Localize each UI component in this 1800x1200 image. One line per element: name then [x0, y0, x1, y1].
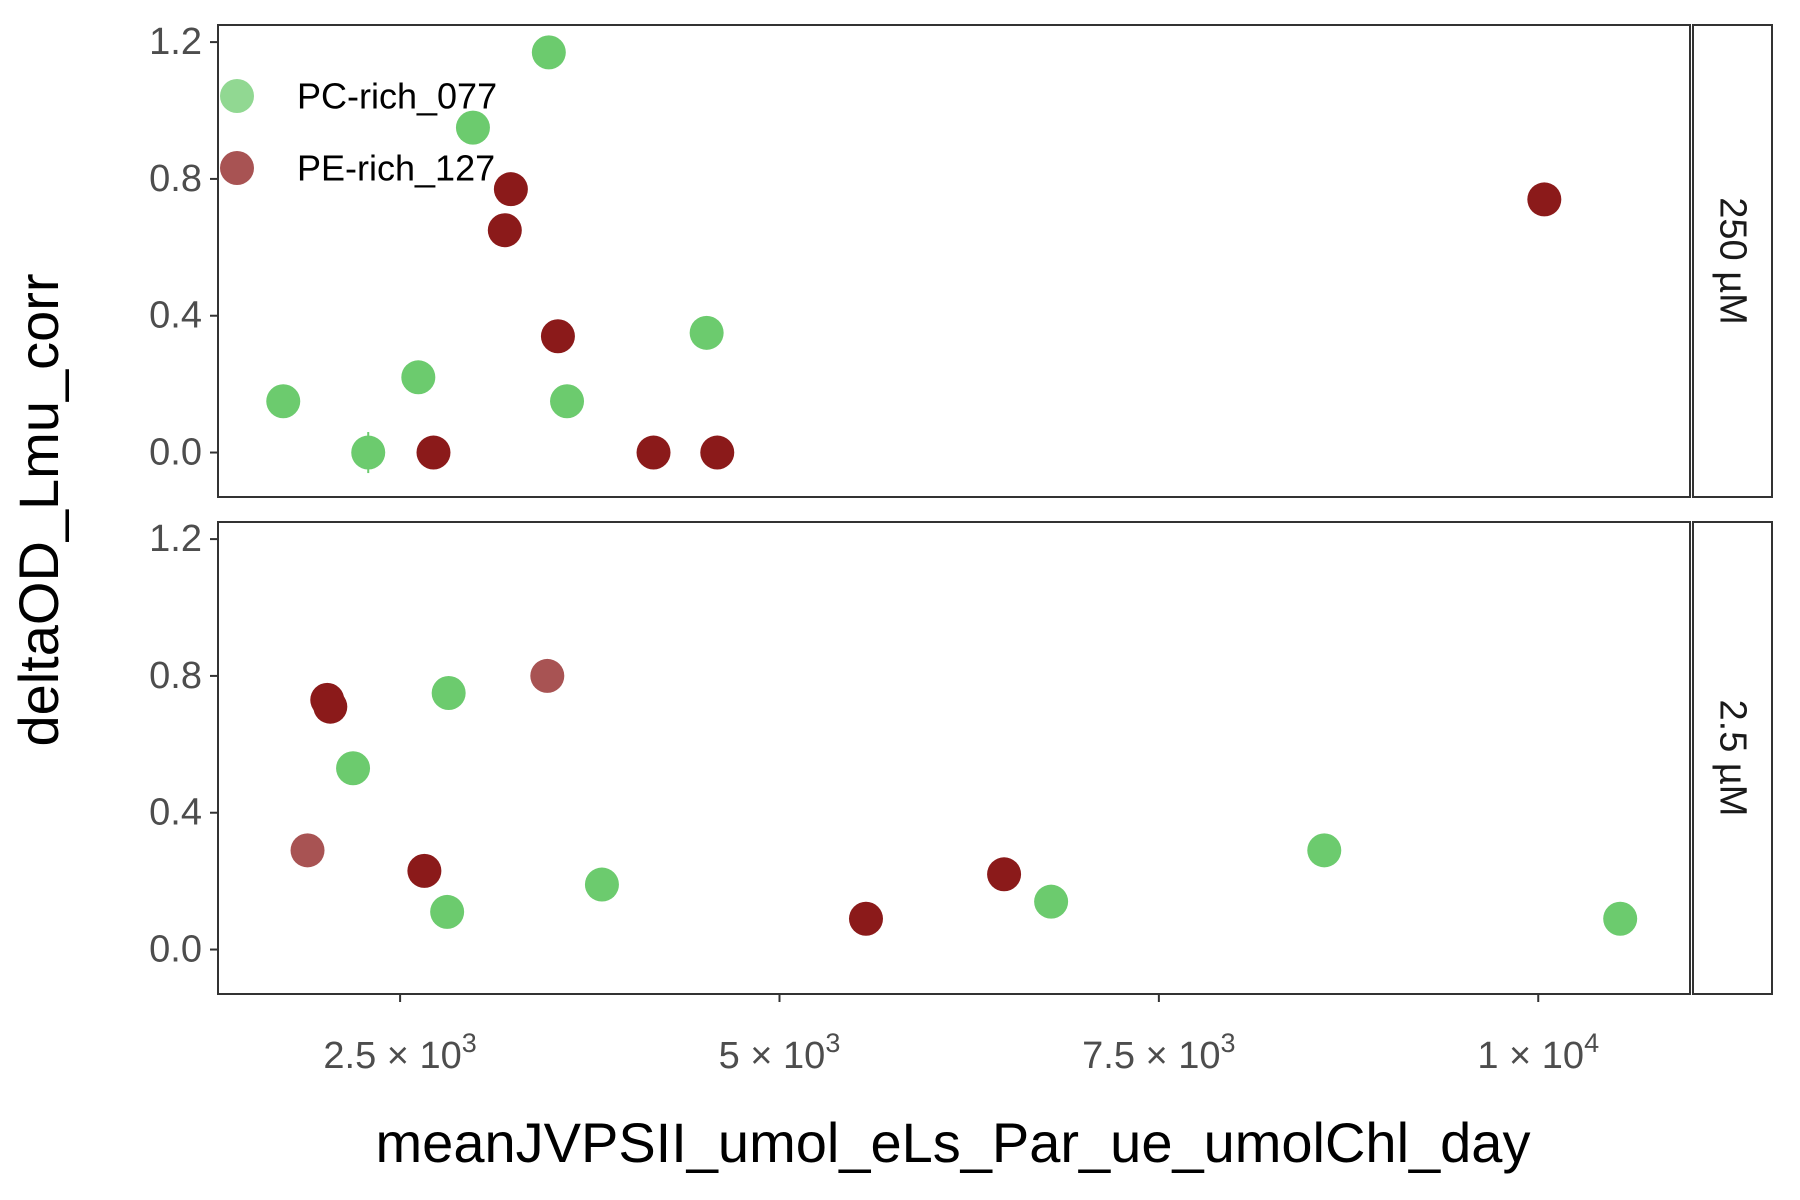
data-point — [1034, 884, 1069, 919]
data-point — [351, 435, 386, 470]
data-point — [1527, 182, 1562, 217]
x-axis-title: meanJVPSII_umol_eLs_Par_ue_umolChl_day — [376, 1111, 1531, 1174]
strip-label: 250 µM — [1712, 197, 1754, 325]
data-point — [487, 213, 522, 248]
y-tick-label: 1.2 — [149, 21, 202, 63]
y-tick-label: 1.2 — [149, 518, 202, 560]
data-point — [455, 110, 490, 145]
legend: PC-rich_077 PE-rich_127 — [220, 76, 497, 189]
data-point — [313, 689, 348, 724]
y-tick-label: 0.4 — [149, 792, 202, 834]
data-point — [416, 435, 451, 470]
legend-label: PE-rich_127 — [297, 148, 495, 189]
panel-2: 2.5 µM 0.0 0.4 0.8 1.2 — [149, 518, 1773, 995]
data-point — [531, 35, 566, 70]
strip-background — [1692, 24, 1773, 498]
data-point — [401, 360, 436, 395]
y-tick-label: 0.8 — [149, 158, 202, 200]
data-point — [530, 658, 565, 693]
legend-item-2: PE-rich_127 — [220, 148, 495, 189]
y-tick-label: 0.0 — [149, 432, 202, 474]
data-point — [540, 319, 575, 354]
data-point — [1603, 901, 1638, 936]
legend-key — [220, 79, 254, 113]
data-point — [266, 384, 301, 419]
data-point — [550, 384, 585, 419]
data-point — [987, 857, 1022, 892]
strip-label: 2.5 µM — [1712, 700, 1754, 817]
data-point — [689, 315, 724, 350]
data-point — [431, 676, 466, 711]
data-point — [407, 853, 442, 888]
x-tick-label: 5 × 103 — [719, 1028, 841, 1077]
data-point — [336, 751, 371, 786]
data-point — [1307, 833, 1342, 868]
panel-1: 250 µM 0.0 0.4 0.8 1.2 — [149, 21, 1773, 498]
legend-key — [220, 151, 254, 185]
data-point — [700, 435, 735, 470]
x-tick-label: 1 × 104 — [1477, 1028, 1599, 1077]
legend-item-1: PC-rich_077 — [220, 76, 497, 117]
data-point — [584, 867, 619, 902]
data-point — [636, 435, 671, 470]
data-point — [493, 172, 528, 207]
strip-background — [1692, 521, 1773, 995]
x-tick-label: 2.5 × 103 — [323, 1028, 476, 1077]
x-tick-label: 7.5 × 103 — [1082, 1028, 1235, 1077]
data-point — [848, 901, 883, 936]
data-point — [430, 894, 465, 929]
data-point — [290, 833, 325, 868]
panel-border — [217, 24, 1691, 498]
y-tick-label: 0.8 — [149, 655, 202, 697]
y-tick-label: 0.0 — [149, 929, 202, 971]
panels-layer: 250 µM0.00.40.81.22.5 µM0.00.40.81.22.5 … — [149, 21, 1773, 1077]
y-axis-title: deltaOD_Lmu_corr — [7, 273, 70, 746]
legend-label: PC-rich_077 — [297, 76, 497, 117]
y-tick-label: 0.4 — [149, 295, 202, 337]
